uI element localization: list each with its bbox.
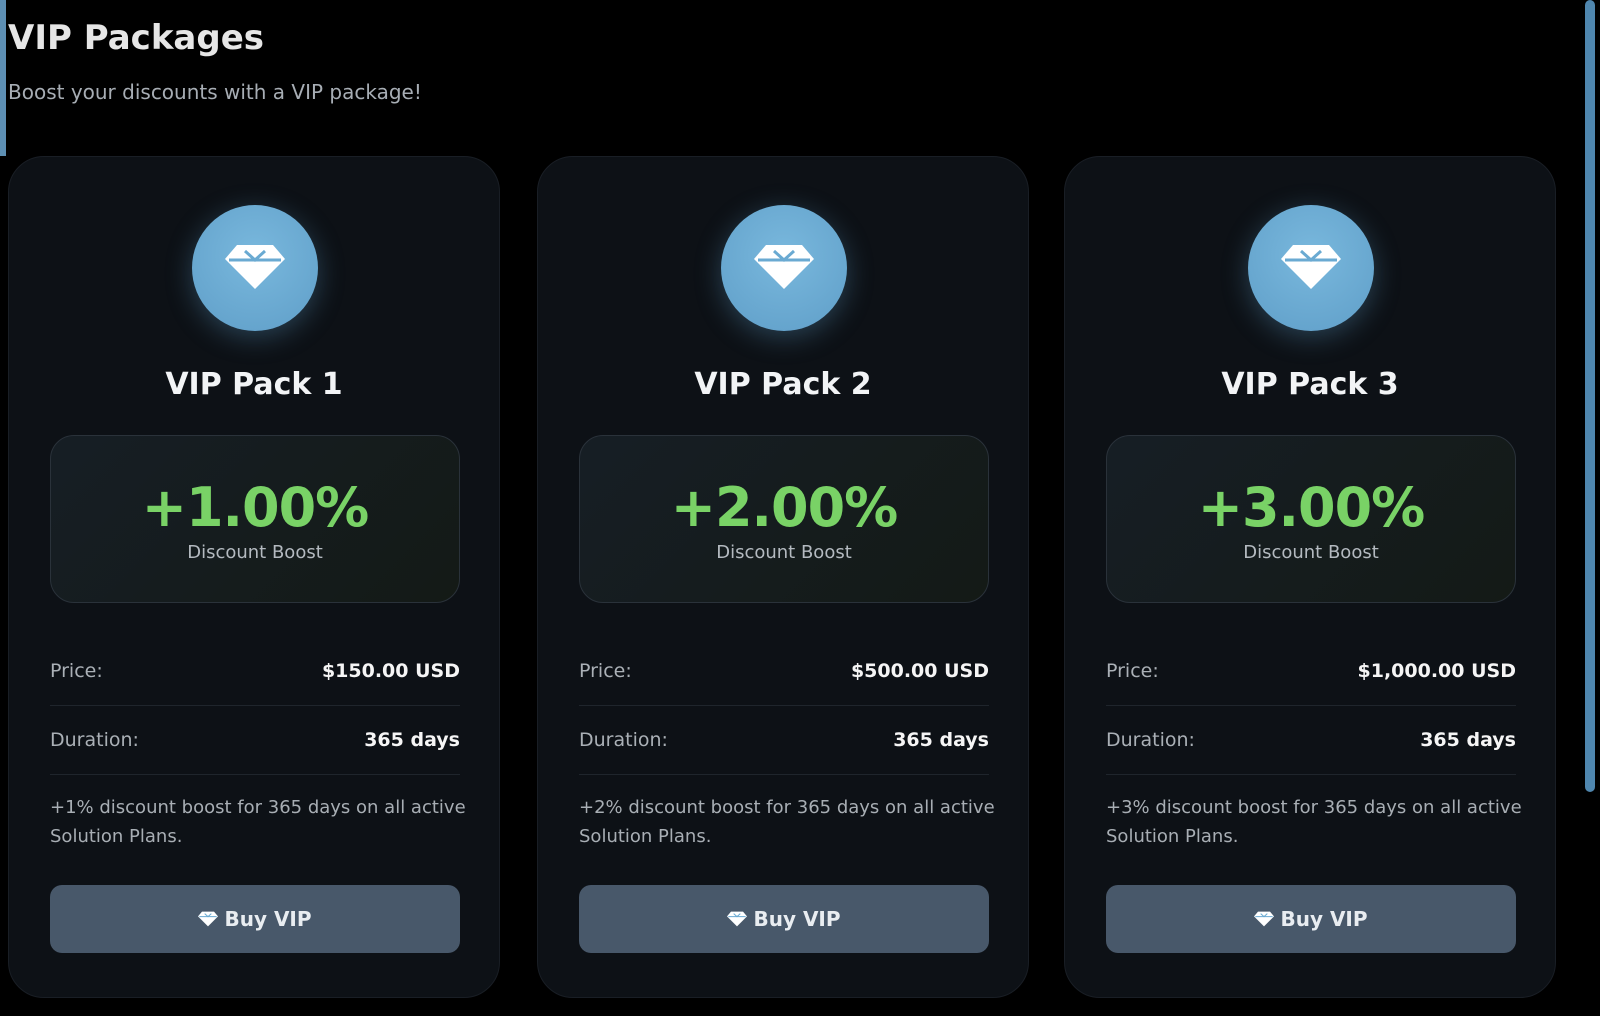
vip-card: VIP Pack 1 +1.00% Discount Boost Price: $150…: [8, 156, 500, 998]
edge-bar: [0, 0, 6, 156]
vip-icon: [1248, 205, 1374, 331]
boost-value: +1.00%: [141, 476, 370, 539]
buy-button[interactable]: Buy VIP: [1106, 885, 1516, 953]
buy-button[interactable]: Buy VIP: [50, 885, 460, 953]
description: +1% discount boost for 365 days on all a…: [50, 797, 466, 847]
diamond-icon: [225, 245, 285, 289]
boost-value: +3.00%: [1197, 476, 1426, 539]
description: +2% discount boost for 365 days on all a…: [579, 797, 995, 847]
boost-label: Discount Boost: [716, 542, 852, 563]
description: +3% discount boost for 365 days on all a…: [1106, 797, 1522, 847]
diamond-icon: [1254, 911, 1275, 927]
boost-label: Discount Boost: [187, 542, 323, 563]
boost-value: +2.00%: [670, 476, 899, 539]
boost-box: +2.00% Discount Boost: [579, 435, 989, 603]
scrollbar[interactable]: [1585, 0, 1595, 792]
duration-row: Duration: 365 days: [50, 723, 460, 757]
vip-icon: [192, 205, 318, 331]
divider: [50, 774, 460, 775]
duration-row: Duration: 365 days: [579, 723, 989, 757]
package-name: VIP Pack 2: [694, 367, 872, 402]
divider: [579, 774, 989, 775]
price-value: $500.00 USD: [850, 660, 989, 682]
package-name: VIP Pack 3: [1221, 367, 1399, 402]
price-row: Price: $500.00 USD: [579, 654, 989, 688]
page-subtitle: Boost your discounts with a VIP package!: [8, 80, 422, 104]
price-value: $150.00 USD: [321, 660, 460, 682]
divider: [579, 705, 989, 706]
price-row: Price: $150.00 USD: [50, 654, 460, 688]
diamond-icon: [727, 911, 748, 927]
divider: [1106, 705, 1516, 706]
button-label: Buy VIP: [1280, 907, 1368, 931]
duration-label: Duration:: [1106, 729, 1195, 751]
boost-box: +3.00% Discount Boost: [1106, 435, 1516, 603]
buy-button[interactable]: Buy VIP: [579, 885, 989, 953]
button-label: Buy VIP: [753, 907, 841, 931]
price-label: Price:: [50, 660, 103, 682]
duration-value: 365 days: [364, 729, 460, 751]
diamond-icon: [1281, 245, 1341, 289]
package-name: VIP Pack 1: [165, 367, 343, 402]
divider: [1106, 774, 1516, 775]
price-value: $1,000.00 USD: [1357, 660, 1516, 682]
boost-box: +1.00% Discount Boost: [50, 435, 460, 603]
diamond-icon: [198, 911, 219, 927]
vip-card: VIP Pack 3 +3.00% Discount Boost Price: $1,0…: [1064, 156, 1556, 998]
vip-card: VIP Pack 2 +2.00% Discount Boost Price: $500…: [537, 156, 1029, 998]
duration-label: Duration:: [50, 729, 139, 751]
price-label: Price:: [1106, 660, 1159, 682]
divider: [50, 705, 460, 706]
button-label: Buy VIP: [224, 907, 312, 931]
duration-label: Duration:: [579, 729, 668, 751]
duration-row: Duration: 365 days: [1106, 723, 1516, 757]
vip-icon: [721, 205, 847, 331]
price-row: Price: $1,000.00 USD: [1106, 654, 1516, 688]
page-title: VIP Packages: [8, 18, 265, 58]
price-label: Price:: [579, 660, 632, 682]
boost-label: Discount Boost: [1243, 542, 1379, 563]
duration-value: 365 days: [1420, 729, 1516, 751]
diamond-icon: [754, 245, 814, 289]
duration-value: 365 days: [893, 729, 989, 751]
